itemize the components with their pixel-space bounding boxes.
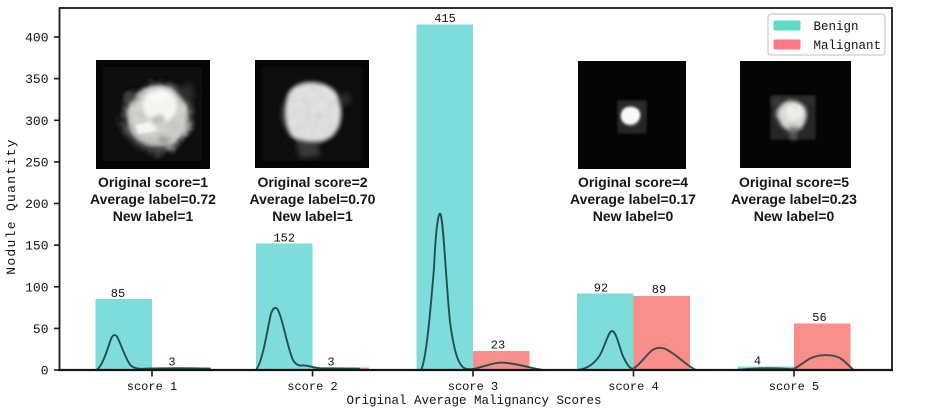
- svg-text:New label=1: New label=1: [113, 208, 194, 224]
- svg-text:Benign: Benign: [814, 20, 859, 34]
- svg-text:415: 415: [434, 12, 456, 26]
- svg-text:400: 400: [25, 31, 48, 46]
- svg-text:Average label=0.23: Average label=0.23: [731, 191, 857, 207]
- svg-text:250: 250: [25, 155, 48, 170]
- svg-text:Original score=4: Original score=4: [578, 174, 688, 190]
- svg-text:89: 89: [652, 283, 666, 297]
- svg-text:3: 3: [327, 356, 334, 370]
- svg-text:New label=1: New label=1: [272, 208, 353, 224]
- svg-text:Average label=0.72: Average label=0.72: [90, 191, 216, 207]
- svg-text:Average label=0.17: Average label=0.17: [570, 191, 696, 207]
- svg-text:Original score=5: Original score=5: [739, 174, 849, 190]
- svg-text:score 1: score 1: [127, 380, 177, 394]
- svg-text:4: 4: [754, 355, 761, 369]
- svg-text:300: 300: [25, 114, 48, 129]
- svg-text:New label=0: New label=0: [593, 208, 674, 224]
- svg-text:Average label=0.70: Average label=0.70: [250, 191, 376, 207]
- svg-text:Malignant: Malignant: [814, 39, 882, 53]
- svg-text:score 5: score 5: [769, 380, 819, 394]
- svg-text:350: 350: [25, 72, 48, 87]
- svg-text:New label=0: New label=0: [754, 208, 835, 224]
- svg-text:score 2: score 2: [287, 380, 337, 394]
- svg-text:200: 200: [25, 197, 48, 212]
- svg-text:56: 56: [812, 311, 826, 325]
- svg-text:23: 23: [491, 339, 505, 353]
- svg-text:150: 150: [25, 239, 48, 254]
- svg-text:Nodule Quantity: Nodule Quantity: [4, 138, 19, 275]
- svg-text:100: 100: [25, 280, 48, 295]
- svg-text:50: 50: [33, 322, 49, 337]
- svg-text:0: 0: [41, 364, 49, 379]
- svg-text:score 4: score 4: [608, 380, 658, 394]
- svg-text:Original score=2: Original score=2: [257, 174, 367, 190]
- svg-text:92: 92: [594, 282, 608, 296]
- svg-text:152: 152: [273, 232, 295, 246]
- svg-text:85: 85: [111, 287, 125, 301]
- svg-text:Original Average Malignancy Sc: Original Average Malignancy Scores: [346, 394, 601, 408]
- svg-text:Original score=1: Original score=1: [98, 174, 208, 190]
- svg-text:score 3: score 3: [448, 380, 498, 394]
- svg-text:3: 3: [168, 356, 175, 370]
